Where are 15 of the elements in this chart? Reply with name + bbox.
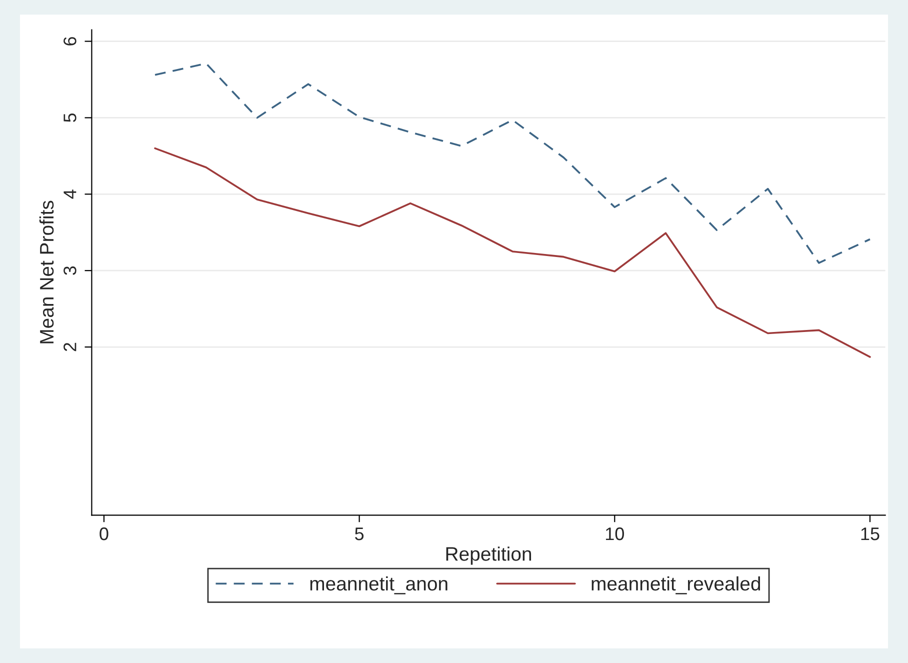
y-tick-label: 5 <box>64 113 76 122</box>
y-axis-title: Mean Net Profits <box>39 200 54 344</box>
line-series <box>154 147 871 358</box>
legend-label: meannetit_revealed <box>592 576 760 594</box>
x-tick-label: 5 <box>355 528 364 540</box>
y-tick-label: 2 <box>64 342 76 352</box>
x-tick-label: 0 <box>100 527 108 540</box>
x-tick-label: 15 <box>861 528 880 540</box>
y-tick-label: 4 <box>64 190 76 199</box>
legend-label: meannetit_anon <box>310 576 448 594</box>
line-series <box>154 62 871 264</box>
x-tick-label: 10 <box>606 527 624 540</box>
y-tick-label: 3 <box>64 266 76 275</box>
y-tick-label: 6 <box>64 37 76 46</box>
x-axis-title: Repetition <box>446 546 532 565</box>
